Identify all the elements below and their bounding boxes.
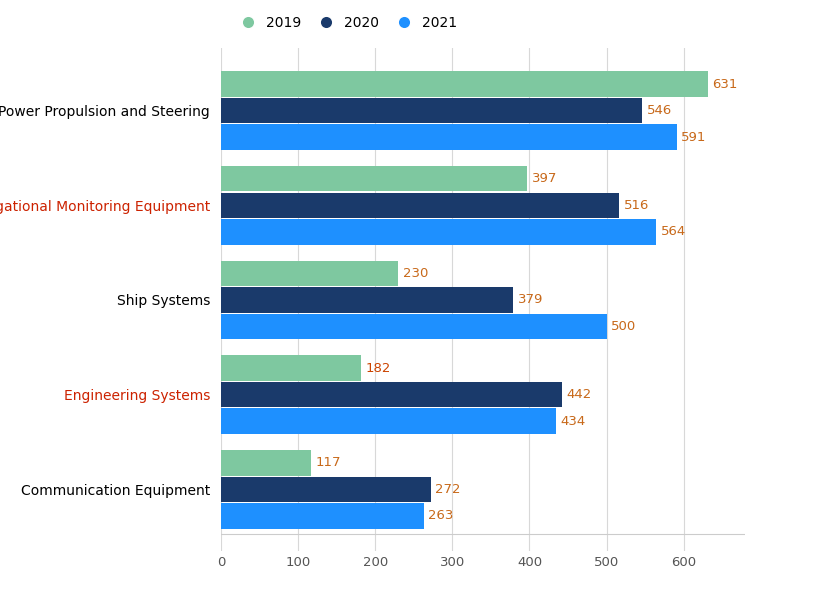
Bar bbox=[221, 408, 555, 434]
Bar bbox=[221, 314, 607, 339]
Text: 379: 379 bbox=[518, 293, 543, 307]
Text: 546: 546 bbox=[647, 104, 672, 117]
Bar bbox=[221, 261, 398, 286]
Text: 397: 397 bbox=[532, 172, 557, 185]
Text: 272: 272 bbox=[436, 483, 461, 496]
Text: 631: 631 bbox=[713, 78, 738, 90]
Bar bbox=[221, 166, 527, 191]
Text: 500: 500 bbox=[611, 320, 636, 333]
Text: 516: 516 bbox=[623, 199, 649, 211]
Bar bbox=[221, 193, 619, 218]
Text: 591: 591 bbox=[681, 131, 707, 144]
Bar bbox=[221, 503, 424, 528]
Bar bbox=[221, 450, 311, 476]
Text: 442: 442 bbox=[567, 388, 591, 401]
Bar bbox=[221, 219, 656, 244]
Text: 564: 564 bbox=[660, 225, 686, 238]
Text: 117: 117 bbox=[316, 456, 342, 469]
Text: 182: 182 bbox=[366, 362, 391, 375]
Bar bbox=[221, 356, 361, 381]
Bar bbox=[221, 98, 642, 123]
Bar bbox=[221, 72, 708, 97]
Bar bbox=[221, 477, 431, 502]
Bar bbox=[221, 287, 514, 313]
Bar bbox=[221, 382, 562, 407]
Legend: 2019, 2020, 2021: 2019, 2020, 2021 bbox=[228, 10, 463, 35]
Bar bbox=[221, 124, 676, 150]
Text: 434: 434 bbox=[560, 415, 586, 428]
Text: 230: 230 bbox=[403, 267, 428, 280]
Text: 263: 263 bbox=[428, 510, 454, 522]
